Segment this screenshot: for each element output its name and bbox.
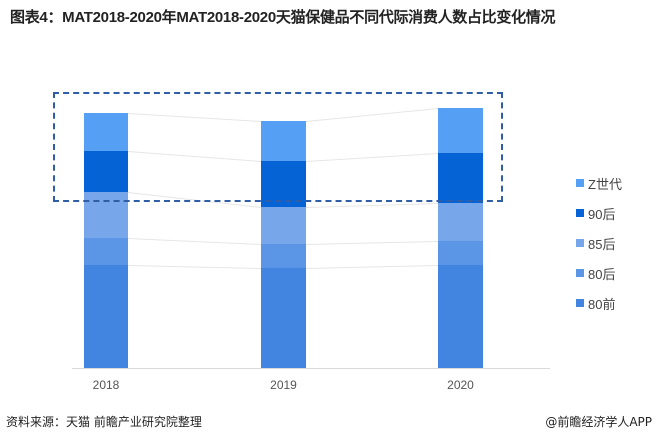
legend-label: Z世代	[588, 176, 622, 192]
bar-segment	[261, 268, 306, 368]
connector-line	[306, 203, 439, 208]
highlight-dashed-box	[53, 92, 503, 202]
bar-segment	[438, 153, 483, 203]
connector-line	[127, 265, 261, 269]
bar-2019	[261, 121, 306, 368]
bar-segment	[438, 108, 483, 153]
bar-2018	[84, 113, 128, 368]
legend-swatch-icon	[576, 179, 584, 187]
bar-segment	[261, 207, 306, 244]
legend-swatch-icon	[576, 299, 584, 307]
chart-title: 图表4：MAT2018-2020年MAT2018-2020天猫保健品不同代际消费…	[10, 9, 556, 26]
bar-segment	[438, 265, 483, 368]
legend-swatch-icon	[576, 269, 584, 277]
legend-item: 90后	[576, 198, 622, 228]
bar-segment	[261, 161, 306, 207]
bar-segment	[261, 121, 306, 161]
x-tick-label: 2020	[447, 378, 474, 392]
connector-line	[306, 241, 439, 245]
legend-label: 80后	[588, 266, 616, 282]
legend-item: 85后	[576, 228, 622, 258]
x-tick-label: 2019	[270, 378, 297, 392]
x-axis-line	[72, 368, 550, 369]
connector-line	[306, 265, 439, 269]
bar-segment	[438, 241, 483, 265]
bar-2020	[438, 108, 483, 368]
bar-segment	[84, 192, 128, 238]
legend-label: 80前	[588, 296, 616, 312]
credit-note: @前瞻经济学人APP	[545, 415, 652, 429]
bar-segment	[84, 151, 128, 192]
connector-line	[127, 238, 261, 245]
legend-label: 85后	[588, 236, 616, 252]
legend-swatch-icon	[576, 239, 584, 247]
source-note: 资料来源：天猫 前瞻产业研究院整理	[6, 415, 202, 429]
legend-swatch-icon	[576, 209, 584, 217]
legend: Z世代 90后 85后 80后 80前	[576, 168, 622, 318]
legend-item: 80前	[576, 288, 622, 318]
legend-item: Z世代	[576, 168, 622, 198]
bar-segment	[84, 238, 128, 265]
bar-segment	[84, 113, 128, 151]
legend-label: 90后	[588, 206, 616, 222]
legend-item: 80后	[576, 258, 622, 288]
bar-segment	[261, 244, 306, 268]
bar-segment	[438, 203, 483, 241]
bar-segment	[84, 265, 128, 368]
x-tick-label: 2018	[92, 378, 120, 392]
